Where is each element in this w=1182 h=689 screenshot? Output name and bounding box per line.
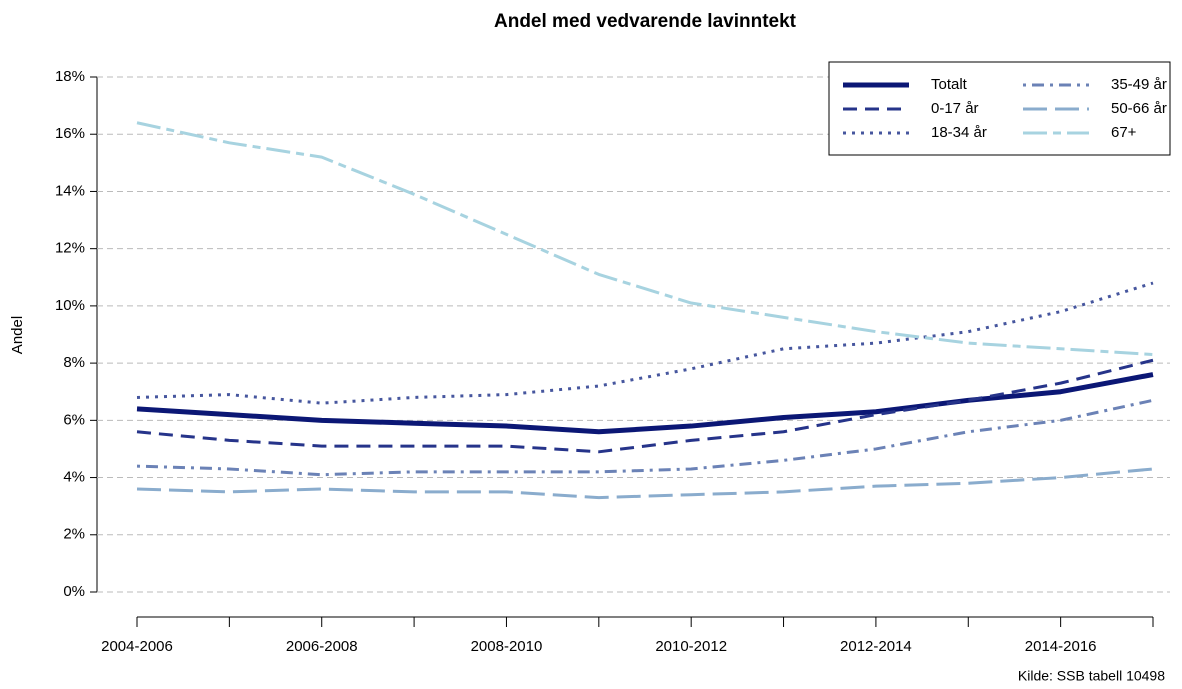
x-tick-label: 2014-2016 (1025, 638, 1097, 655)
chart-title: Andel med vedvarende lavinntekt (494, 11, 797, 32)
y-tick-label: 4% (63, 469, 85, 486)
series-line (136, 372, 1154, 435)
series-line (136, 121, 1154, 357)
series-line (136, 358, 1154, 454)
y-tick-label: 8% (63, 354, 85, 371)
x-tick-label: 2008-2010 (471, 638, 543, 655)
y-tick-label: 18% (55, 68, 85, 85)
legend-label: 50-66 år (1111, 100, 1167, 117)
legend-label: 18-34 år (931, 124, 987, 141)
legend-label: 67+ (1111, 124, 1137, 141)
legend-box (828, 61, 1171, 156)
y-tick-label: 12% (55, 240, 85, 257)
y-tick-label: 0% (63, 583, 85, 600)
legend-label: 0-17 år (931, 100, 979, 117)
y-tick-label: 14% (55, 182, 85, 199)
series-line (136, 281, 1154, 405)
x-tick-label: 2012-2014 (840, 638, 912, 655)
source: Kilde: SSB tabell 10498 (1018, 668, 1165, 684)
legend-label: 35-49 år (1111, 76, 1167, 93)
legend-label: Totalt (931, 76, 968, 93)
series-line (136, 398, 1154, 477)
series-line (136, 467, 1154, 500)
y-axis-label: Andel (9, 316, 26, 354)
y-tick-label: 10% (55, 297, 85, 314)
x-tick-label: 2004-2006 (101, 638, 173, 655)
y-tick-label: 2% (63, 526, 85, 543)
x-tick-label: 2010-2012 (655, 638, 727, 655)
y-tick-label: 16% (55, 125, 85, 142)
y-tick-label: 6% (63, 411, 85, 428)
x-tick-label: 2006-2008 (286, 638, 358, 655)
